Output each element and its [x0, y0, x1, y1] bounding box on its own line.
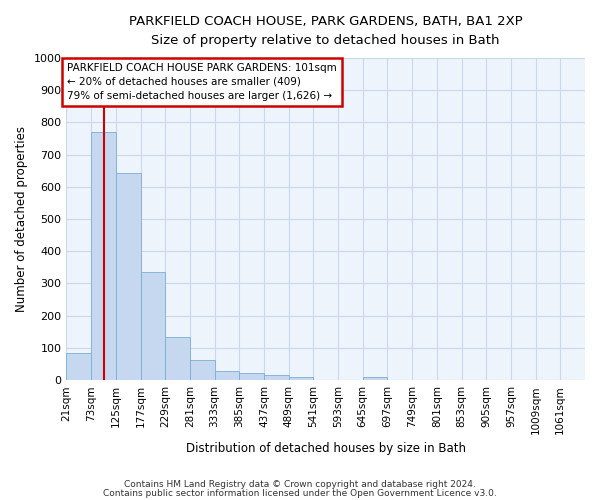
Bar: [91, 132, 116, 380]
Bar: [165, 336, 190, 380]
Bar: [190, 360, 215, 380]
Bar: [215, 372, 239, 380]
Text: Contains HM Land Registry data © Crown copyright and database right 2024.: Contains HM Land Registry data © Crown c…: [124, 480, 476, 489]
Bar: [289, 377, 313, 380]
Title: PARKFIELD COACH HOUSE, PARK GARDENS, BATH, BA1 2XP
Size of property relative to : PARKFIELD COACH HOUSE, PARK GARDENS, BAT…: [129, 15, 523, 47]
Text: Contains public sector information licensed under the Open Government Licence v3: Contains public sector information licen…: [103, 488, 497, 498]
Y-axis label: Number of detached properties: Number of detached properties: [15, 126, 28, 312]
X-axis label: Distribution of detached houses by size in Bath: Distribution of detached houses by size …: [186, 442, 466, 455]
Bar: [67, 353, 91, 380]
Bar: [116, 173, 140, 380]
Bar: [239, 373, 264, 380]
Bar: [264, 374, 289, 380]
Text: PARKFIELD COACH HOUSE PARK GARDENS: 101sqm
← 20% of detached houses are smaller : PARKFIELD COACH HOUSE PARK GARDENS: 101s…: [67, 62, 337, 100]
Bar: [140, 272, 165, 380]
Bar: [363, 377, 388, 380]
